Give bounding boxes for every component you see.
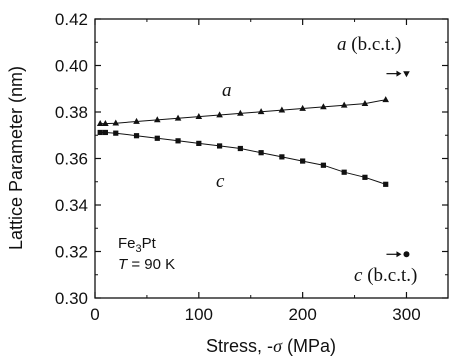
y-tick-label: 0.38	[55, 103, 88, 122]
series-c-point	[258, 150, 264, 156]
axis-ticks	[94, 18, 448, 299]
x-tick-label: 200	[288, 305, 316, 324]
series-a-point	[216, 111, 223, 118]
series-c-point	[175, 138, 181, 144]
x-tick-label: 0	[90, 305, 99, 324]
series-a-point	[299, 104, 306, 111]
x-tick-label: 100	[185, 305, 213, 324]
y-tick-label: 0.30	[55, 289, 88, 308]
series-c-line	[100, 132, 386, 185]
reference-points	[386, 70, 410, 258]
ref-c-arrowhead	[396, 251, 402, 258]
y-axis-title: Lattice Parameter (nm)	[6, 66, 26, 250]
series-a-point	[257, 108, 265, 115]
series-c-point	[362, 174, 368, 180]
series-c-point	[216, 143, 223, 149]
series-a-point	[112, 119, 120, 126]
series-c-point	[196, 140, 202, 146]
series-c-point	[341, 169, 347, 175]
series-a-line	[100, 99, 386, 125]
series-c-point	[154, 135, 160, 141]
x-axis-title: Stress, -σ (MPa)	[206, 336, 336, 356]
material-label: Fe3Pt	[118, 235, 157, 255]
series-a-point	[195, 113, 203, 120]
x-axis-title-main: Stress, -	[206, 336, 273, 356]
material-rest: Pt	[142, 235, 157, 252]
temperature-label: T = 90 K	[118, 256, 175, 273]
material-base: Fe	[118, 235, 136, 252]
temperature-symbol: T	[118, 256, 129, 273]
ref-a-label: a (b.c.t.)	[337, 34, 401, 55]
series-c-point	[383, 181, 389, 187]
temperature-rest: = 90 K	[127, 256, 175, 273]
ref-c-point	[403, 251, 410, 258]
series-c-label: c	[216, 171, 225, 192]
series-c-point	[279, 154, 285, 160]
y-tick-label: 0.32	[55, 243, 88, 262]
series-a-point	[96, 120, 104, 127]
ref-a-label-rest: (b.c.t.)	[347, 34, 402, 55]
ref-a-arrowhead	[396, 70, 402, 77]
series-a-point	[382, 96, 390, 103]
series-c-point	[102, 129, 108, 136]
series-a-point	[340, 101, 348, 108]
series-a-point	[237, 109, 244, 116]
series-c-point	[113, 130, 119, 136]
series-a-point	[153, 116, 161, 123]
series-a-point	[174, 114, 182, 121]
x-axis-title-unit: (MPa)	[282, 336, 336, 356]
ref-c-label: c (b.c.t.)	[354, 265, 417, 286]
series-a-point	[320, 103, 327, 110]
x-axis-title-symbol: σ	[273, 336, 283, 356]
series-points	[96, 96, 390, 187]
ref-a-label-italic: a	[337, 34, 347, 55]
series-c-point	[97, 129, 103, 136]
series-c-point	[300, 158, 306, 164]
axis-tick-labels: 0 100 200 300 0.30 0.32 0.34 0.36 0.38 0.40 0.42	[55, 10, 421, 324]
y-tick-label: 0.36	[55, 150, 88, 169]
series-c-point	[133, 133, 140, 139]
y-tick-label: 0.34	[55, 196, 88, 215]
x-tick-label: 300	[392, 305, 420, 324]
ref-c-label-rest: (b.c.t.)	[362, 265, 417, 286]
ref-a-point	[403, 71, 410, 78]
series-a-point	[102, 120, 109, 127]
series-c-point	[320, 162, 327, 168]
series-c-point	[237, 145, 243, 152]
ref-c-label-italic: c	[354, 265, 363, 286]
series-a-point	[278, 106, 286, 113]
series-lines	[100, 99, 386, 185]
series-a-point	[133, 117, 140, 124]
y-tick-label: 0.40	[55, 57, 88, 76]
y-tick-label: 0.42	[55, 10, 88, 29]
material-subscript: 3	[136, 243, 142, 255]
series-a-label: a	[222, 80, 232, 101]
series-a-point	[361, 100, 369, 107]
